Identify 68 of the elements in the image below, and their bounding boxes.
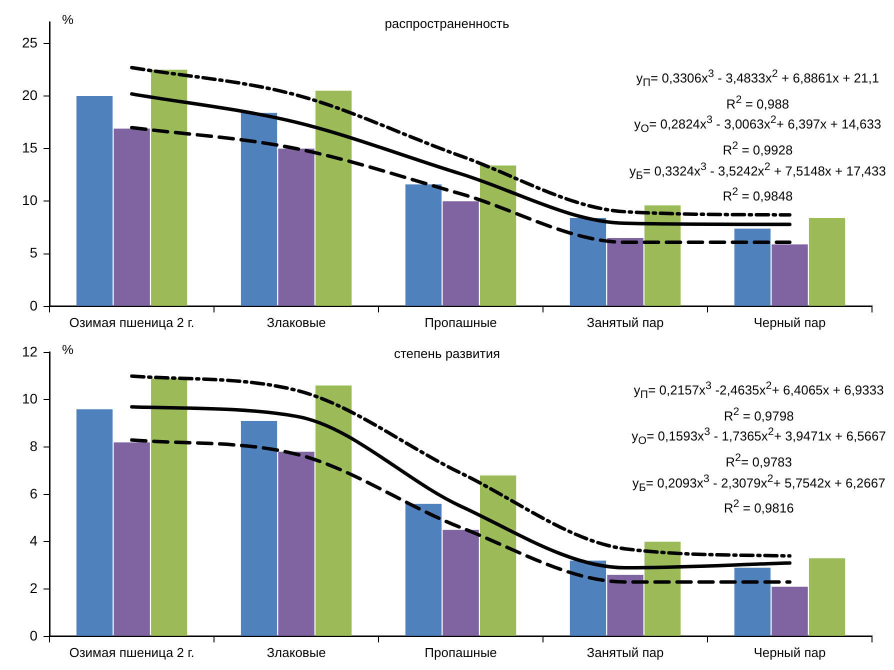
y-tick-label: 4 bbox=[30, 532, 38, 549]
annotation: y$_{Б}$= 0,2093x$^{3}$ - 2,3079x$^{2}$+ 5,7542x + 6,2667 bbox=[632, 472, 886, 496]
y-tick-label: 0 bbox=[30, 627, 38, 644]
bar bbox=[151, 378, 188, 636]
y-tick-label: 12 bbox=[22, 343, 38, 360]
bar bbox=[278, 452, 314, 636]
bar bbox=[480, 165, 516, 306]
y-tick-label: 20 bbox=[22, 86, 38, 103]
y-tick-label: 8 bbox=[30, 438, 38, 454]
y-tick-label: 2 bbox=[30, 580, 38, 596]
x-tick-label: Пропашные bbox=[424, 644, 497, 660]
bar bbox=[734, 228, 771, 306]
y-tick-label: 10 bbox=[22, 390, 38, 407]
y-tick-label: 6 bbox=[30, 485, 38, 502]
bar bbox=[442, 530, 479, 636]
bar bbox=[278, 148, 314, 306]
x-tick-label: Занятый пар bbox=[586, 644, 664, 660]
bar bbox=[607, 238, 644, 306]
y-tick-label: 25 bbox=[22, 34, 38, 50]
bar bbox=[570, 218, 606, 306]
bar bbox=[570, 560, 606, 636]
annotation: R$^{2}$ = 0,9928 bbox=[722, 139, 793, 158]
y-tick-label: 5 bbox=[30, 244, 38, 261]
bar bbox=[644, 205, 681, 306]
y-tick-label: 10 bbox=[22, 192, 38, 208]
bar bbox=[76, 96, 113, 306]
chart-title: распространенность bbox=[384, 16, 510, 31]
x-tick-label: Занятый пар bbox=[586, 314, 664, 330]
x-tick-label: Озимая пшеница 2 г. bbox=[69, 314, 194, 330]
bar bbox=[405, 504, 442, 636]
annotation: R$^{2}$ = 0,988 bbox=[726, 92, 790, 112]
bar bbox=[808, 558, 846, 636]
bar bbox=[405, 184, 442, 306]
y-axis-title: % bbox=[62, 342, 74, 357]
annotation: y$_{О}$= 0,2824x$^{3}$ - 3,0063x$^{2}$+ 6,397x + 14,633 bbox=[634, 113, 882, 138]
bar bbox=[114, 128, 150, 306]
bar bbox=[76, 409, 113, 636]
annotation: R$^{2}$= 0,9783 bbox=[726, 451, 792, 470]
x-tick-label: Черный пар bbox=[754, 644, 826, 660]
annotation: y$_{О}$= 0,1593x$^{3}$ - 1,7365x$^{2}$+ 3,9471x + 6,5667 bbox=[632, 425, 886, 450]
annotation: y$_{П}$= 0,2157x$^{3}$ -2,4635x$^{2}$+ 6,4065x + 6,9333 bbox=[634, 379, 884, 403]
x-tick-label: Пропашные bbox=[424, 314, 497, 330]
bar bbox=[240, 421, 278, 636]
x-tick-label: Черный пар bbox=[754, 314, 826, 330]
bar bbox=[316, 386, 352, 636]
bar bbox=[151, 70, 188, 306]
x-tick-label: Злаковые bbox=[266, 314, 326, 330]
y-tick-label: 15 bbox=[22, 139, 38, 156]
bar bbox=[772, 244, 808, 306]
bar bbox=[734, 568, 771, 636]
bar bbox=[607, 574, 644, 636]
chart-title: степень развития bbox=[394, 346, 500, 361]
annotation: y$_{Б}$= 0,3324x$^{3}$ - 3,5242x$^{2}$ + 7,5148x + 17,433 bbox=[629, 160, 886, 184]
bar bbox=[808, 218, 846, 306]
y-axis-title: % bbox=[62, 12, 74, 27]
bar bbox=[442, 201, 479, 306]
annotation: R$^{2}$ = 0,9848 bbox=[722, 185, 793, 205]
bar bbox=[240, 112, 278, 306]
bar bbox=[316, 90, 352, 306]
bar bbox=[114, 442, 150, 636]
annotation: R$^{2}$ = 0,9816 bbox=[724, 497, 794, 517]
bar bbox=[772, 586, 808, 636]
annotation: R$^{2}$ = 0,9798 bbox=[724, 404, 794, 424]
bar bbox=[480, 475, 516, 636]
x-tick-label: Озимая пшеница 2 г. bbox=[69, 644, 194, 660]
y-tick-label: 0 bbox=[30, 297, 38, 314]
annotation: y$_{П}$= 0,3306x$^{3}$ - 3,4833x$^{2}$ + 6,8861x + 21,1 bbox=[636, 67, 880, 91]
x-tick-label: Злаковые bbox=[266, 644, 326, 660]
